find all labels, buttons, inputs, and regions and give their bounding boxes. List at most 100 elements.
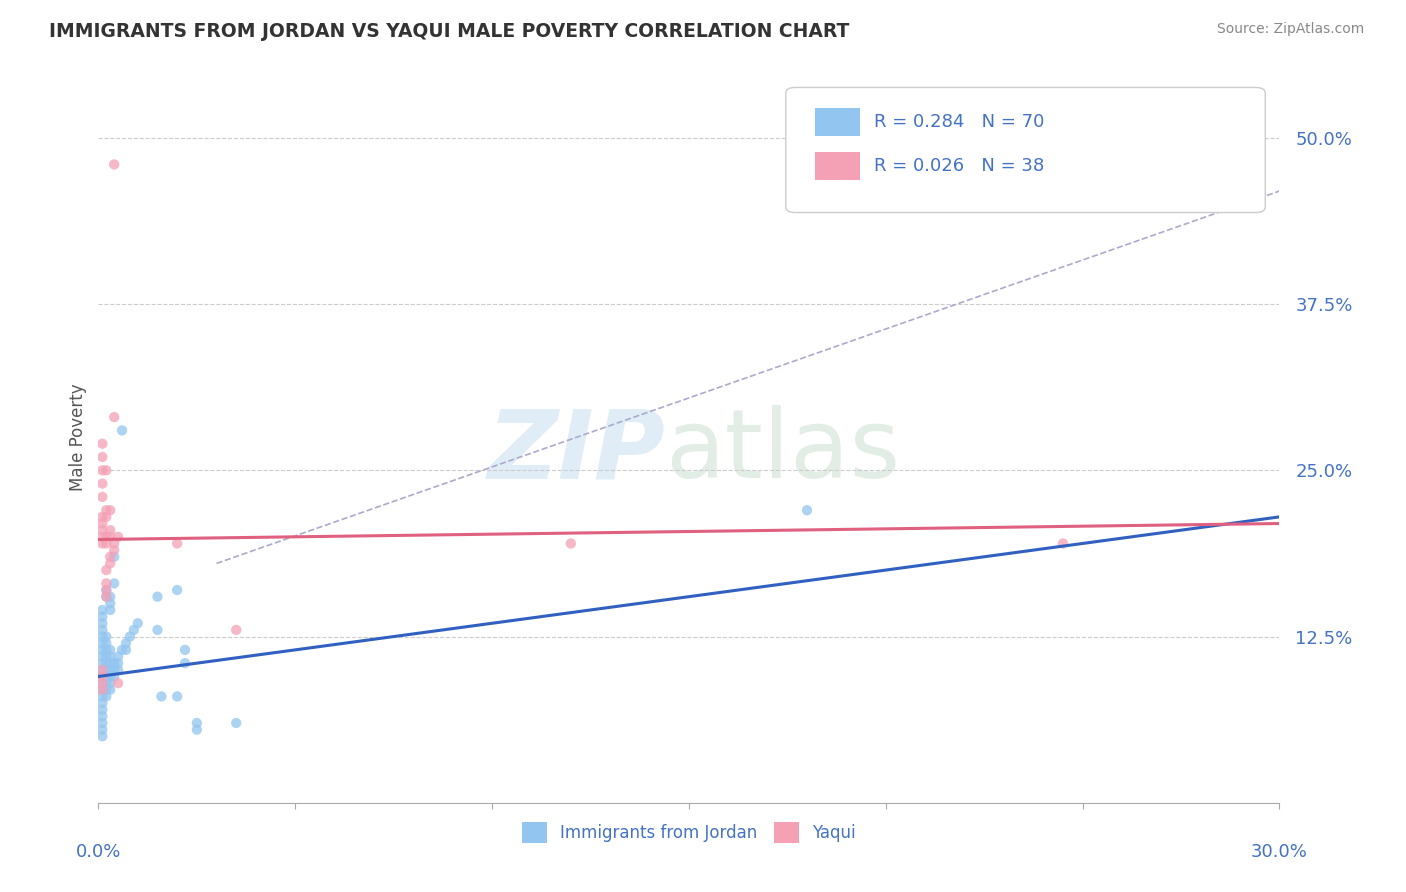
Point — [103, 656, 125, 670]
Point — [174, 656, 197, 670]
Point — [91, 523, 114, 537]
Point — [91, 682, 114, 697]
Point — [98, 557, 121, 571]
Point — [91, 516, 114, 531]
Point — [91, 656, 114, 670]
Point — [91, 696, 114, 710]
Point — [96, 503, 118, 517]
Point — [91, 676, 114, 690]
Point — [96, 656, 118, 670]
Point — [96, 663, 118, 677]
Point — [91, 509, 114, 524]
Point — [91, 490, 114, 504]
FancyBboxPatch shape — [815, 108, 860, 136]
Point — [91, 463, 114, 477]
Point — [96, 649, 118, 664]
Point — [96, 682, 118, 697]
Point — [91, 536, 114, 550]
Point — [91, 676, 114, 690]
Text: atlas: atlas — [665, 405, 900, 499]
Point — [91, 616, 114, 631]
Point — [96, 690, 118, 704]
Point — [96, 636, 118, 650]
Point — [103, 549, 125, 564]
Point — [91, 436, 114, 450]
Point — [98, 523, 121, 537]
Point — [98, 669, 121, 683]
Point — [91, 663, 114, 677]
Point — [98, 643, 121, 657]
Point — [91, 709, 114, 723]
Point — [103, 663, 125, 677]
Point — [98, 590, 121, 604]
Point — [166, 582, 188, 597]
Point — [103, 543, 125, 558]
Point — [98, 549, 121, 564]
Point — [91, 703, 114, 717]
Text: R = 0.026   N = 38: R = 0.026 N = 38 — [875, 157, 1045, 175]
Point — [91, 716, 114, 731]
Point — [560, 536, 582, 550]
Point — [98, 530, 121, 544]
Point — [91, 630, 114, 644]
Point — [150, 690, 173, 704]
Point — [96, 576, 118, 591]
Point — [174, 643, 197, 657]
Point — [122, 623, 145, 637]
Point — [96, 509, 118, 524]
Point — [91, 649, 114, 664]
Point — [91, 663, 114, 677]
Point — [111, 643, 134, 657]
Point — [91, 476, 114, 491]
Point — [96, 582, 118, 597]
Text: IMMIGRANTS FROM JORDAN VS YAQUI MALE POVERTY CORRELATION CHART: IMMIGRANTS FROM JORDAN VS YAQUI MALE POV… — [49, 22, 849, 41]
Y-axis label: Male Poverty: Male Poverty — [69, 384, 87, 491]
Point — [166, 536, 188, 550]
Point — [96, 669, 118, 683]
Point — [98, 676, 121, 690]
Point — [111, 424, 134, 438]
Point — [91, 729, 114, 743]
Point — [91, 530, 114, 544]
Point — [103, 157, 125, 171]
Point — [96, 582, 118, 597]
Point — [91, 450, 114, 464]
Text: 0.0%: 0.0% — [76, 843, 121, 861]
Legend: Immigrants from Jordan, Yaqui: Immigrants from Jordan, Yaqui — [515, 815, 863, 849]
FancyBboxPatch shape — [815, 152, 860, 179]
Point — [146, 623, 169, 637]
Text: Source: ZipAtlas.com: Source: ZipAtlas.com — [1216, 22, 1364, 37]
Point — [96, 676, 118, 690]
Text: ZIP: ZIP — [488, 405, 665, 499]
Point — [225, 623, 247, 637]
Point — [98, 682, 121, 697]
Point — [107, 530, 129, 544]
Point — [107, 663, 129, 677]
Point — [186, 716, 208, 731]
Point — [91, 669, 114, 683]
Point — [96, 643, 118, 657]
Point — [98, 649, 121, 664]
Point — [118, 630, 141, 644]
Point — [91, 690, 114, 704]
Point — [103, 576, 125, 591]
Point — [103, 410, 125, 425]
Point — [96, 590, 118, 604]
Point — [91, 723, 114, 737]
Point — [127, 616, 149, 631]
Point — [98, 656, 121, 670]
Point — [98, 603, 121, 617]
Point — [98, 663, 121, 677]
Point — [96, 563, 118, 577]
Point — [91, 643, 114, 657]
Point — [115, 643, 138, 657]
Point — [115, 636, 138, 650]
Point — [91, 609, 114, 624]
Point — [107, 656, 129, 670]
Point — [91, 603, 114, 617]
Point — [96, 630, 118, 644]
Point — [225, 716, 247, 731]
Text: 30.0%: 30.0% — [1251, 843, 1308, 861]
Point — [96, 530, 118, 544]
Point — [98, 596, 121, 610]
